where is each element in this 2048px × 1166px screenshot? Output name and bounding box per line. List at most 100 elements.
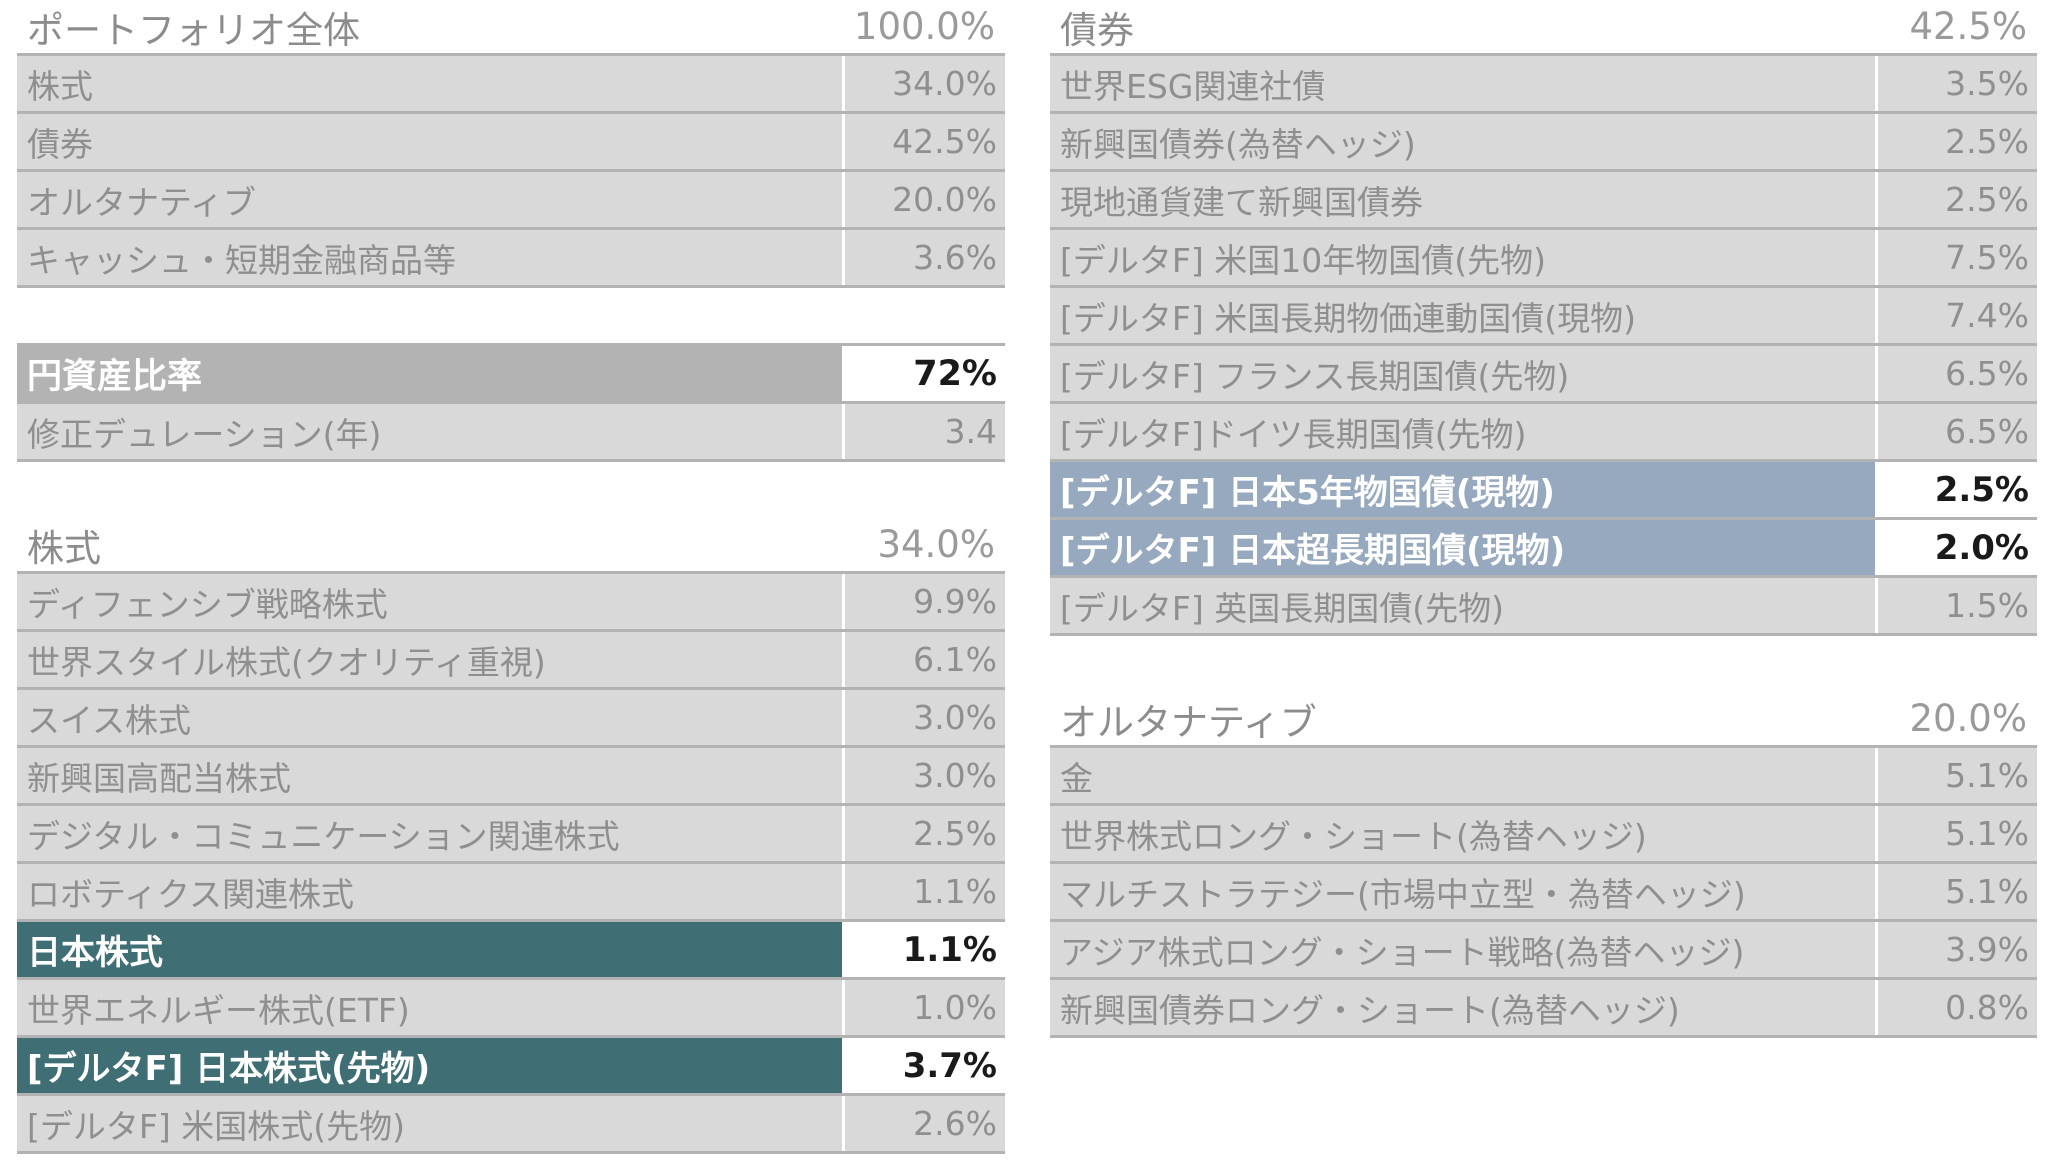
row-label: 修正デュレーション(年) <box>17 404 842 459</box>
row-label: 新興国高配当株式 <box>17 748 842 803</box>
portfolio-section: ポートフォリオ全体 100.0% 株式 34.0% 債券 42.5% オルタナティブ… <box>17 0 1005 288</box>
row-value: 7.4% <box>1878 288 2037 343</box>
equity-header: 株式 34.0% <box>17 518 1005 574</box>
table-row: [デルタF] 米国株式(先物) 2.6% <box>17 1096 1005 1154</box>
table-row: 新興国債券(為替ヘッジ) 2.5% <box>1050 114 2037 172</box>
equity-total: 34.0% <box>877 523 995 566</box>
table-row-highlight: [デルタF] 日本株式(先物) 3.7% <box>17 1038 1005 1096</box>
row-label: [デルタF] 米国10年物国債(先物) <box>1050 230 1875 285</box>
table-row: [デルタF] 米国10年物国債(先物) 7.5% <box>1050 230 2037 288</box>
row-label: 世界エネルギー株式(ETF) <box>17 980 842 1035</box>
row-value: 1.1% <box>845 864 1005 919</box>
equity-title: 株式 <box>27 526 101 570</box>
row-value: 6.5% <box>1878 346 2037 401</box>
alternatives-title: オルタナティブ <box>1060 700 1317 744</box>
portfolio-title: ポートフォリオ全体 <box>27 8 360 52</box>
row-value: 42.5% <box>845 114 1005 169</box>
bonds-title: 債券 <box>1060 8 1134 52</box>
table-row: アジア株式ロング・ショート戦略(為替ヘッジ) 3.9% <box>1050 922 2037 980</box>
equity-section: 株式 34.0% ディフェンシブ戦略株式 9.9% 世界スタイル株式(クオリティ重… <box>17 518 1005 1154</box>
row-value: 2.5% <box>1878 172 2037 227</box>
row-value: 3.6% <box>845 230 1005 285</box>
table-row: [デルタF]ドイツ長期国債(先物) 6.5% <box>1050 404 2037 462</box>
row-value: 3.9% <box>1878 922 2037 977</box>
row-value: 9.9% <box>845 574 1005 629</box>
row-value: 5.1% <box>1878 806 2037 861</box>
row-label: [デルタF]ドイツ長期国債(先物) <box>1050 404 1875 459</box>
yen-asset-ratio-row: 円資産比率 72% <box>17 346 1005 404</box>
row-label: [デルタF] 日本超長期国債(現物) <box>1050 520 1875 575</box>
table-row-highlight: [デルタF] 日本5年物国債(現物) 2.5% <box>1050 462 2037 520</box>
row-value: 7.5% <box>1878 230 2037 285</box>
row-value: 2.5% <box>1878 114 2037 169</box>
row-value: 20.0% <box>845 172 1005 227</box>
row-label: [デルタF] フランス長期国債(先物) <box>1050 346 1875 401</box>
row-value: 1.0% <box>845 980 1005 1035</box>
table-row: マルチストラテジー(市場中立型・為替ヘッジ) 5.1% <box>1050 864 2037 922</box>
table-row: 世界エネルギー株式(ETF) 1.0% <box>17 980 1005 1038</box>
duration-row: 修正デュレーション(年) 3.4 <box>17 404 1005 462</box>
row-value: 2.0% <box>1878 520 2037 575</box>
table-row: 現地通貨建て新興国債券 2.5% <box>1050 172 2037 230</box>
table-row: キャッシュ・短期金融商品等 3.6% <box>17 230 1005 288</box>
row-label: 現地通貨建て新興国債券 <box>1050 172 1875 227</box>
row-label: [デルタF] 英国長期国債(先物) <box>1050 578 1875 633</box>
bonds-section: 債券 42.5% 世界ESG関連社債 3.5% 新興国債券(為替ヘッジ) 2.5% … <box>1050 0 2037 636</box>
row-value: 2.6% <box>845 1096 1005 1151</box>
row-label: 新興国債券ロング・ショート(為替ヘッジ) <box>1050 980 1875 1035</box>
table-row: 新興国高配当株式 3.0% <box>17 748 1005 806</box>
bonds-total: 42.5% <box>1909 5 2027 48</box>
row-value: 6.1% <box>845 632 1005 687</box>
row-label: キャッシュ・短期金融商品等 <box>17 230 842 285</box>
portfolio-total: 100.0% <box>853 5 995 48</box>
row-label: [デルタF] 日本5年物国債(現物) <box>1050 462 1875 517</box>
row-value: 1.1% <box>845 922 1005 977</box>
row-value: 3.0% <box>845 748 1005 803</box>
row-label: 円資産比率 <box>17 346 842 401</box>
table-row: 新興国債券ロング・ショート(為替ヘッジ) 0.8% <box>1050 980 2037 1038</box>
row-label: 株式 <box>17 56 842 111</box>
row-label: [デルタF] 米国長期物価連動国債(現物) <box>1050 288 1875 343</box>
row-value: 34.0% <box>845 56 1005 111</box>
table-row: ロボティクス関連株式 1.1% <box>17 864 1005 922</box>
row-label: 世界ESG関連社債 <box>1050 56 1875 111</box>
table-row: 世界株式ロング・ショート(為替ヘッジ) 5.1% <box>1050 806 2037 864</box>
alternatives-section: オルタナティブ 20.0% 金 5.1% 世界株式ロング・ショート(為替ヘッジ) 5… <box>1050 692 2037 1038</box>
row-value: 6.5% <box>1878 404 2037 459</box>
table-row: [デルタF] フランス長期国債(先物) 6.5% <box>1050 346 2037 404</box>
alternatives-header: オルタナティブ 20.0% <box>1050 692 2037 748</box>
row-label: 債券 <box>17 114 842 169</box>
table-row: デジタル・コミュニケーション関連株式 2.5% <box>17 806 1005 864</box>
table-row: 世界スタイル株式(クオリティ重視) 6.1% <box>17 632 1005 690</box>
row-label: 日本株式 <box>17 922 842 977</box>
row-value: 2.5% <box>1878 462 2037 517</box>
table-row: 金 5.1% <box>1050 748 2037 806</box>
row-label: 新興国債券(為替ヘッジ) <box>1050 114 1875 169</box>
table-row: [デルタF] 米国長期物価連動国債(現物) 7.4% <box>1050 288 2037 346</box>
row-label: [デルタF] 日本株式(先物) <box>17 1038 842 1093</box>
table-row: [デルタF] 英国長期国債(先物) 1.5% <box>1050 578 2037 636</box>
row-label: スイス株式 <box>17 690 842 745</box>
alternatives-total: 20.0% <box>1909 697 2027 740</box>
row-label: 金 <box>1050 748 1875 803</box>
row-value: 3.4 <box>845 404 1005 459</box>
table-row: ディフェンシブ戦略株式 9.9% <box>17 574 1005 632</box>
metrics-section: 円資産比率 72% 修正デュレーション(年) 3.4 <box>17 343 1005 462</box>
table-row: 世界ESG関連社債 3.5% <box>1050 56 2037 114</box>
row-label: 世界株式ロング・ショート(為替ヘッジ) <box>1050 806 1875 861</box>
row-label: デジタル・コミュニケーション関連株式 <box>17 806 842 861</box>
row-label: アジア株式ロング・ショート戦略(為替ヘッジ) <box>1050 922 1875 977</box>
table-row: スイス株式 3.0% <box>17 690 1005 748</box>
row-value: 1.5% <box>1878 578 2037 633</box>
row-label: ロボティクス関連株式 <box>17 864 842 919</box>
row-value: 3.5% <box>1878 56 2037 111</box>
row-value: 2.5% <box>845 806 1005 861</box>
row-value: 5.1% <box>1878 864 2037 919</box>
row-value: 0.8% <box>1878 980 2037 1035</box>
table-row: オルタナティブ 20.0% <box>17 172 1005 230</box>
row-label: 世界スタイル株式(クオリティ重視) <box>17 632 842 687</box>
row-label: マルチストラテジー(市場中立型・為替ヘッジ) <box>1050 864 1875 919</box>
bonds-header: 債券 42.5% <box>1050 0 2037 56</box>
table-row-highlight: 日本株式 1.1% <box>17 922 1005 980</box>
row-label: ディフェンシブ戦略株式 <box>17 574 842 629</box>
